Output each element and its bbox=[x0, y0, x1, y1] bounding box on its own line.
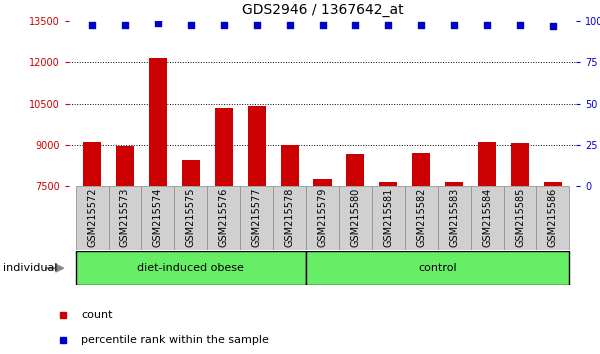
Title: GDS2946 / 1367642_at: GDS2946 / 1367642_at bbox=[242, 4, 403, 17]
Bar bbox=[412, 153, 430, 186]
Point bbox=[350, 22, 360, 27]
Bar bbox=[478, 142, 496, 186]
Text: GSM215573: GSM215573 bbox=[120, 188, 130, 247]
Bar bbox=[445, 182, 463, 186]
Point bbox=[153, 20, 163, 26]
Bar bbox=[273, 186, 306, 250]
Bar bbox=[83, 142, 101, 186]
Bar bbox=[372, 186, 405, 250]
Text: GSM215575: GSM215575 bbox=[186, 188, 196, 247]
Point bbox=[318, 22, 328, 27]
Bar bbox=[438, 186, 470, 250]
Bar bbox=[76, 186, 109, 250]
Bar bbox=[182, 160, 200, 186]
Point bbox=[186, 22, 196, 27]
Bar bbox=[207, 186, 240, 250]
Bar bbox=[248, 106, 266, 186]
Bar bbox=[215, 108, 233, 186]
Text: GSM215582: GSM215582 bbox=[416, 188, 426, 247]
Bar bbox=[511, 143, 529, 186]
Text: GSM215583: GSM215583 bbox=[449, 188, 459, 247]
Bar bbox=[346, 154, 364, 186]
Text: count: count bbox=[81, 310, 113, 320]
Bar bbox=[116, 146, 134, 186]
Text: GSM215572: GSM215572 bbox=[87, 188, 97, 247]
Bar bbox=[405, 186, 438, 250]
Bar bbox=[281, 145, 299, 186]
Bar bbox=[470, 186, 503, 250]
Text: control: control bbox=[418, 263, 457, 273]
Text: percentile rank within the sample: percentile rank within the sample bbox=[81, 335, 269, 344]
Point bbox=[482, 22, 492, 27]
Text: individual: individual bbox=[3, 263, 58, 273]
Bar bbox=[339, 186, 372, 250]
Bar bbox=[306, 186, 339, 250]
Bar bbox=[142, 186, 175, 250]
Point bbox=[120, 22, 130, 27]
Text: GSM215577: GSM215577 bbox=[251, 188, 262, 247]
Text: GSM215580: GSM215580 bbox=[350, 188, 361, 247]
Bar bbox=[149, 58, 167, 186]
Point bbox=[285, 22, 295, 27]
Bar bbox=[306, 251, 569, 285]
Point bbox=[87, 22, 97, 27]
Text: GSM215579: GSM215579 bbox=[317, 188, 328, 247]
Text: GSM215581: GSM215581 bbox=[383, 188, 394, 247]
Bar bbox=[544, 182, 562, 186]
Bar bbox=[503, 186, 536, 250]
Text: GSM215576: GSM215576 bbox=[219, 188, 229, 247]
Text: GSM215584: GSM215584 bbox=[482, 188, 492, 247]
Point bbox=[219, 22, 229, 27]
Bar bbox=[313, 179, 332, 186]
Text: GSM215574: GSM215574 bbox=[153, 188, 163, 247]
Bar bbox=[240, 186, 273, 250]
Point bbox=[252, 22, 262, 27]
Text: GSM215586: GSM215586 bbox=[548, 188, 558, 247]
Bar bbox=[175, 186, 207, 250]
Bar bbox=[379, 182, 397, 186]
Text: diet-induced obese: diet-induced obese bbox=[137, 263, 244, 273]
Point bbox=[515, 22, 525, 27]
Bar bbox=[536, 186, 569, 250]
Point bbox=[416, 22, 426, 27]
Text: GSM215578: GSM215578 bbox=[284, 188, 295, 247]
Point bbox=[449, 22, 459, 27]
Text: GSM215585: GSM215585 bbox=[515, 188, 525, 247]
Bar bbox=[109, 186, 142, 250]
Point bbox=[383, 22, 393, 27]
Bar bbox=[76, 251, 306, 285]
Point bbox=[548, 23, 558, 29]
